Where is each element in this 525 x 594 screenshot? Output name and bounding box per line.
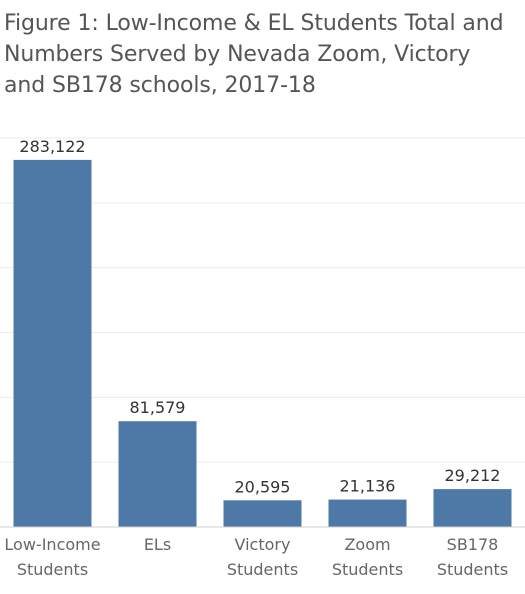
category-label-0-0: Low-Income bbox=[4, 535, 100, 554]
category-label-0-1: Students bbox=[17, 560, 88, 579]
value-label-1: 81,579 bbox=[130, 398, 186, 417]
category-label-2-0: Victory bbox=[235, 535, 291, 554]
category-label-4-0: SB178 bbox=[447, 535, 499, 554]
category-label-3-0: Zoom bbox=[344, 535, 390, 554]
chart-title-line-3: and SB178 schools, 2017-18 bbox=[4, 73, 316, 98]
bar-3 bbox=[328, 499, 407, 527]
chart-title-line-2: Numbers Served by Nevada Zoom, Victory bbox=[4, 42, 471, 67]
category-label-3-1: Students bbox=[332, 560, 403, 579]
chart-title: Figure 1: Low-Income & EL Students Total… bbox=[4, 8, 519, 101]
bar-2 bbox=[223, 500, 302, 527]
category-label-1-0: ELs bbox=[144, 535, 171, 554]
bar-4 bbox=[433, 489, 512, 527]
value-label-3: 21,136 bbox=[340, 477, 396, 496]
value-label-0: 283,122 bbox=[19, 137, 85, 156]
bar-1 bbox=[118, 421, 197, 527]
category-label-2-1: Students bbox=[227, 560, 298, 579]
bar-0 bbox=[13, 159, 92, 528]
chart-title-line-1: Figure 1: Low-Income & EL Students Total… bbox=[4, 11, 504, 36]
value-label-4: 29,212 bbox=[445, 466, 501, 485]
category-label-4-1: Students bbox=[437, 560, 508, 579]
value-label-2: 20,595 bbox=[235, 477, 291, 496]
